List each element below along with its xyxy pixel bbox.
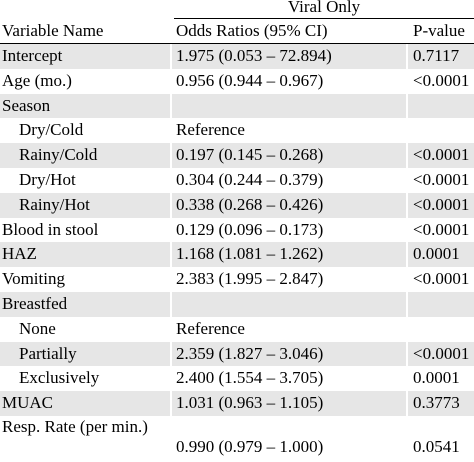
cell-variable: Exclusively [19, 368, 100, 388]
cell-variable: Resp. Rate (per min.) [2, 416, 148, 436]
column-separator [406, 44, 408, 69]
cell-p-value: 0.7117 [413, 46, 460, 65]
cell-p-value: 0.0001 [413, 368, 460, 388]
group-header-rule [174, 18, 474, 19]
column-separator [170, 143, 172, 168]
column-header-p-value: P-value [413, 21, 465, 40]
cell-p-value: <0.0001 [413, 70, 470, 90]
column-header-odds-ratio: Odds Ratios (95% CI) [176, 21, 328, 40]
column-separator [406, 118, 408, 144]
cell-variable: Dry/Cold [19, 120, 84, 140]
cell-odds-ratio: 0.990 (0.979 – 1.000) [176, 436, 324, 456]
cell-odds-ratio: 2.400 (1.554 – 3.705) [176, 368, 324, 388]
column-separator [170, 267, 172, 292]
cell-p-value: <0.0001 [413, 269, 470, 289]
column-separator [170, 192, 172, 218]
cell-odds-ratio: Reference [176, 120, 245, 140]
column-separator [406, 242, 408, 268]
cell-p-value: 0.0541 [413, 436, 460, 456]
cell-odds-ratio: 0.956 (0.944 – 0.967) [176, 70, 324, 90]
table-row: Rainy/Hot 0.338 (0.268 – 0.426) <0.0001 [0, 192, 474, 218]
column-header-row: Variable Name Odds Ratios (95% CI) P-val… [0, 19, 474, 44]
cell-odds-ratio: 0.129 (0.096 – 0.173) [176, 219, 324, 239]
column-separator [406, 341, 408, 367]
column-separator [406, 143, 408, 168]
cell-variable: Rainy/Hot [19, 194, 90, 214]
group-header-viral-only: Viral Only [287, 0, 361, 16]
column-separator [170, 391, 172, 416]
table-row: Resp. Rate (per min.) 0.990 (0.979 – 1.00… [0, 415, 474, 460]
column-separator [406, 267, 408, 292]
column-separator [406, 68, 408, 94]
column-separator [170, 68, 172, 94]
cell-variable: Dry/Hot [19, 169, 76, 189]
table-row: MUAC 1.031 (0.963 – 1.105) 0.3773 [0, 391, 474, 416]
cell-variable: MUAC [2, 393, 54, 413]
cell-p-value: <0.0001 [413, 169, 470, 189]
column-separator [170, 242, 172, 268]
cell-variable: Breastfed [2, 293, 68, 313]
cell-p-value: <0.0001 [413, 219, 470, 239]
table-row: Rainy/Cold 0.197 (0.145 – 0.268) <0.0001 [0, 143, 474, 168]
table-row: Dry/Hot 0.304 (0.244 – 0.379) <0.0001 [0, 167, 474, 193]
column-separator [170, 415, 172, 460]
column-separator [170, 341, 172, 367]
cell-odds-ratio: 1.031 (0.963 – 1.105) [176, 393, 324, 413]
cell-odds-ratio: 0.304 (0.244 – 0.379) [176, 169, 324, 189]
column-separator [406, 93, 408, 119]
cell-odds-ratio: 0.338 (0.268 – 0.426) [176, 194, 324, 214]
table-row: Season [0, 93, 474, 119]
table-row: HAZ 1.168 (1.081 – 1.262) 0.0001 [0, 242, 474, 268]
table-row: Age (mo.) 0.956 (0.944 – 0.967) <0.0001 [0, 68, 474, 94]
column-separator [406, 291, 408, 317]
column-header-variable: Variable Name [2, 21, 104, 40]
cell-variable: Blood in stool [2, 219, 99, 239]
table-row: Vomiting 2.383 (1.995 – 2.847) <0.0001 [0, 267, 474, 292]
cell-p-value: <0.0001 [413, 343, 470, 363]
cell-p-value: 0.0001 [413, 244, 460, 264]
table-row: Partially 2.359 (1.827 – 3.046) <0.0001 [0, 341, 474, 367]
cell-variable: Season [2, 95, 51, 115]
cell-variable: Partially [19, 343, 77, 363]
cell-variable: Vomiting [2, 269, 65, 289]
cell-odds-ratio: 0.197 (0.145 – 0.268) [176, 145, 324, 165]
column-separator [170, 291, 172, 317]
cell-variable: None [19, 318, 56, 338]
column-separator [406, 316, 408, 342]
cell-odds-ratio: 2.383 (1.995 – 2.847) [176, 269, 324, 289]
column-separator [170, 93, 172, 119]
column-separator [406, 167, 408, 193]
table-row: Exclusively 2.400 (1.554 – 3.705) 0.0001 [0, 366, 474, 392]
cell-p-value: 0.3773 [413, 393, 460, 413]
cell-odds-ratio: Reference [176, 318, 245, 338]
cell-variable: HAZ [2, 244, 37, 264]
column-separator [406, 192, 408, 218]
table-row: Blood in stool 0.129 (0.096 – 0.173) <0.00… [0, 217, 474, 243]
table-row: Breastfed [0, 291, 474, 317]
column-separator [170, 366, 172, 392]
column-separator [406, 366, 408, 392]
column-separator [406, 217, 408, 243]
cell-odds-ratio: 1.975 (0.053 – 72.894) [176, 46, 332, 65]
cell-odds-ratio: 2.359 (1.827 – 3.046) [176, 343, 324, 363]
column-separator [406, 415, 408, 460]
cell-variable: Intercept [2, 46, 63, 65]
table-row: Dry/Cold Reference [0, 118, 474, 144]
cell-variable: Rainy/Cold [19, 145, 98, 165]
column-separator [406, 391, 408, 416]
table-row: Intercept 1.975 (0.053 – 72.894) 0.7117 [0, 44, 474, 69]
cell-p-value: <0.0001 [413, 145, 470, 165]
column-separator [170, 167, 172, 193]
table-row: None Reference [0, 316, 474, 342]
column-separator [170, 316, 172, 342]
column-separator [170, 44, 172, 69]
cell-odds-ratio: 1.168 (1.081 – 1.262) [176, 244, 324, 264]
cell-p-value: <0.0001 [413, 194, 470, 214]
group-header-row: Viral Only [0, 0, 474, 19]
column-separator [170, 217, 172, 243]
table-body: Intercept 1.975 (0.053 – 72.894) 0.7117 Age… [0, 44, 474, 460]
column-separator [170, 118, 172, 144]
cell-variable: Age (mo.) [2, 70, 72, 90]
